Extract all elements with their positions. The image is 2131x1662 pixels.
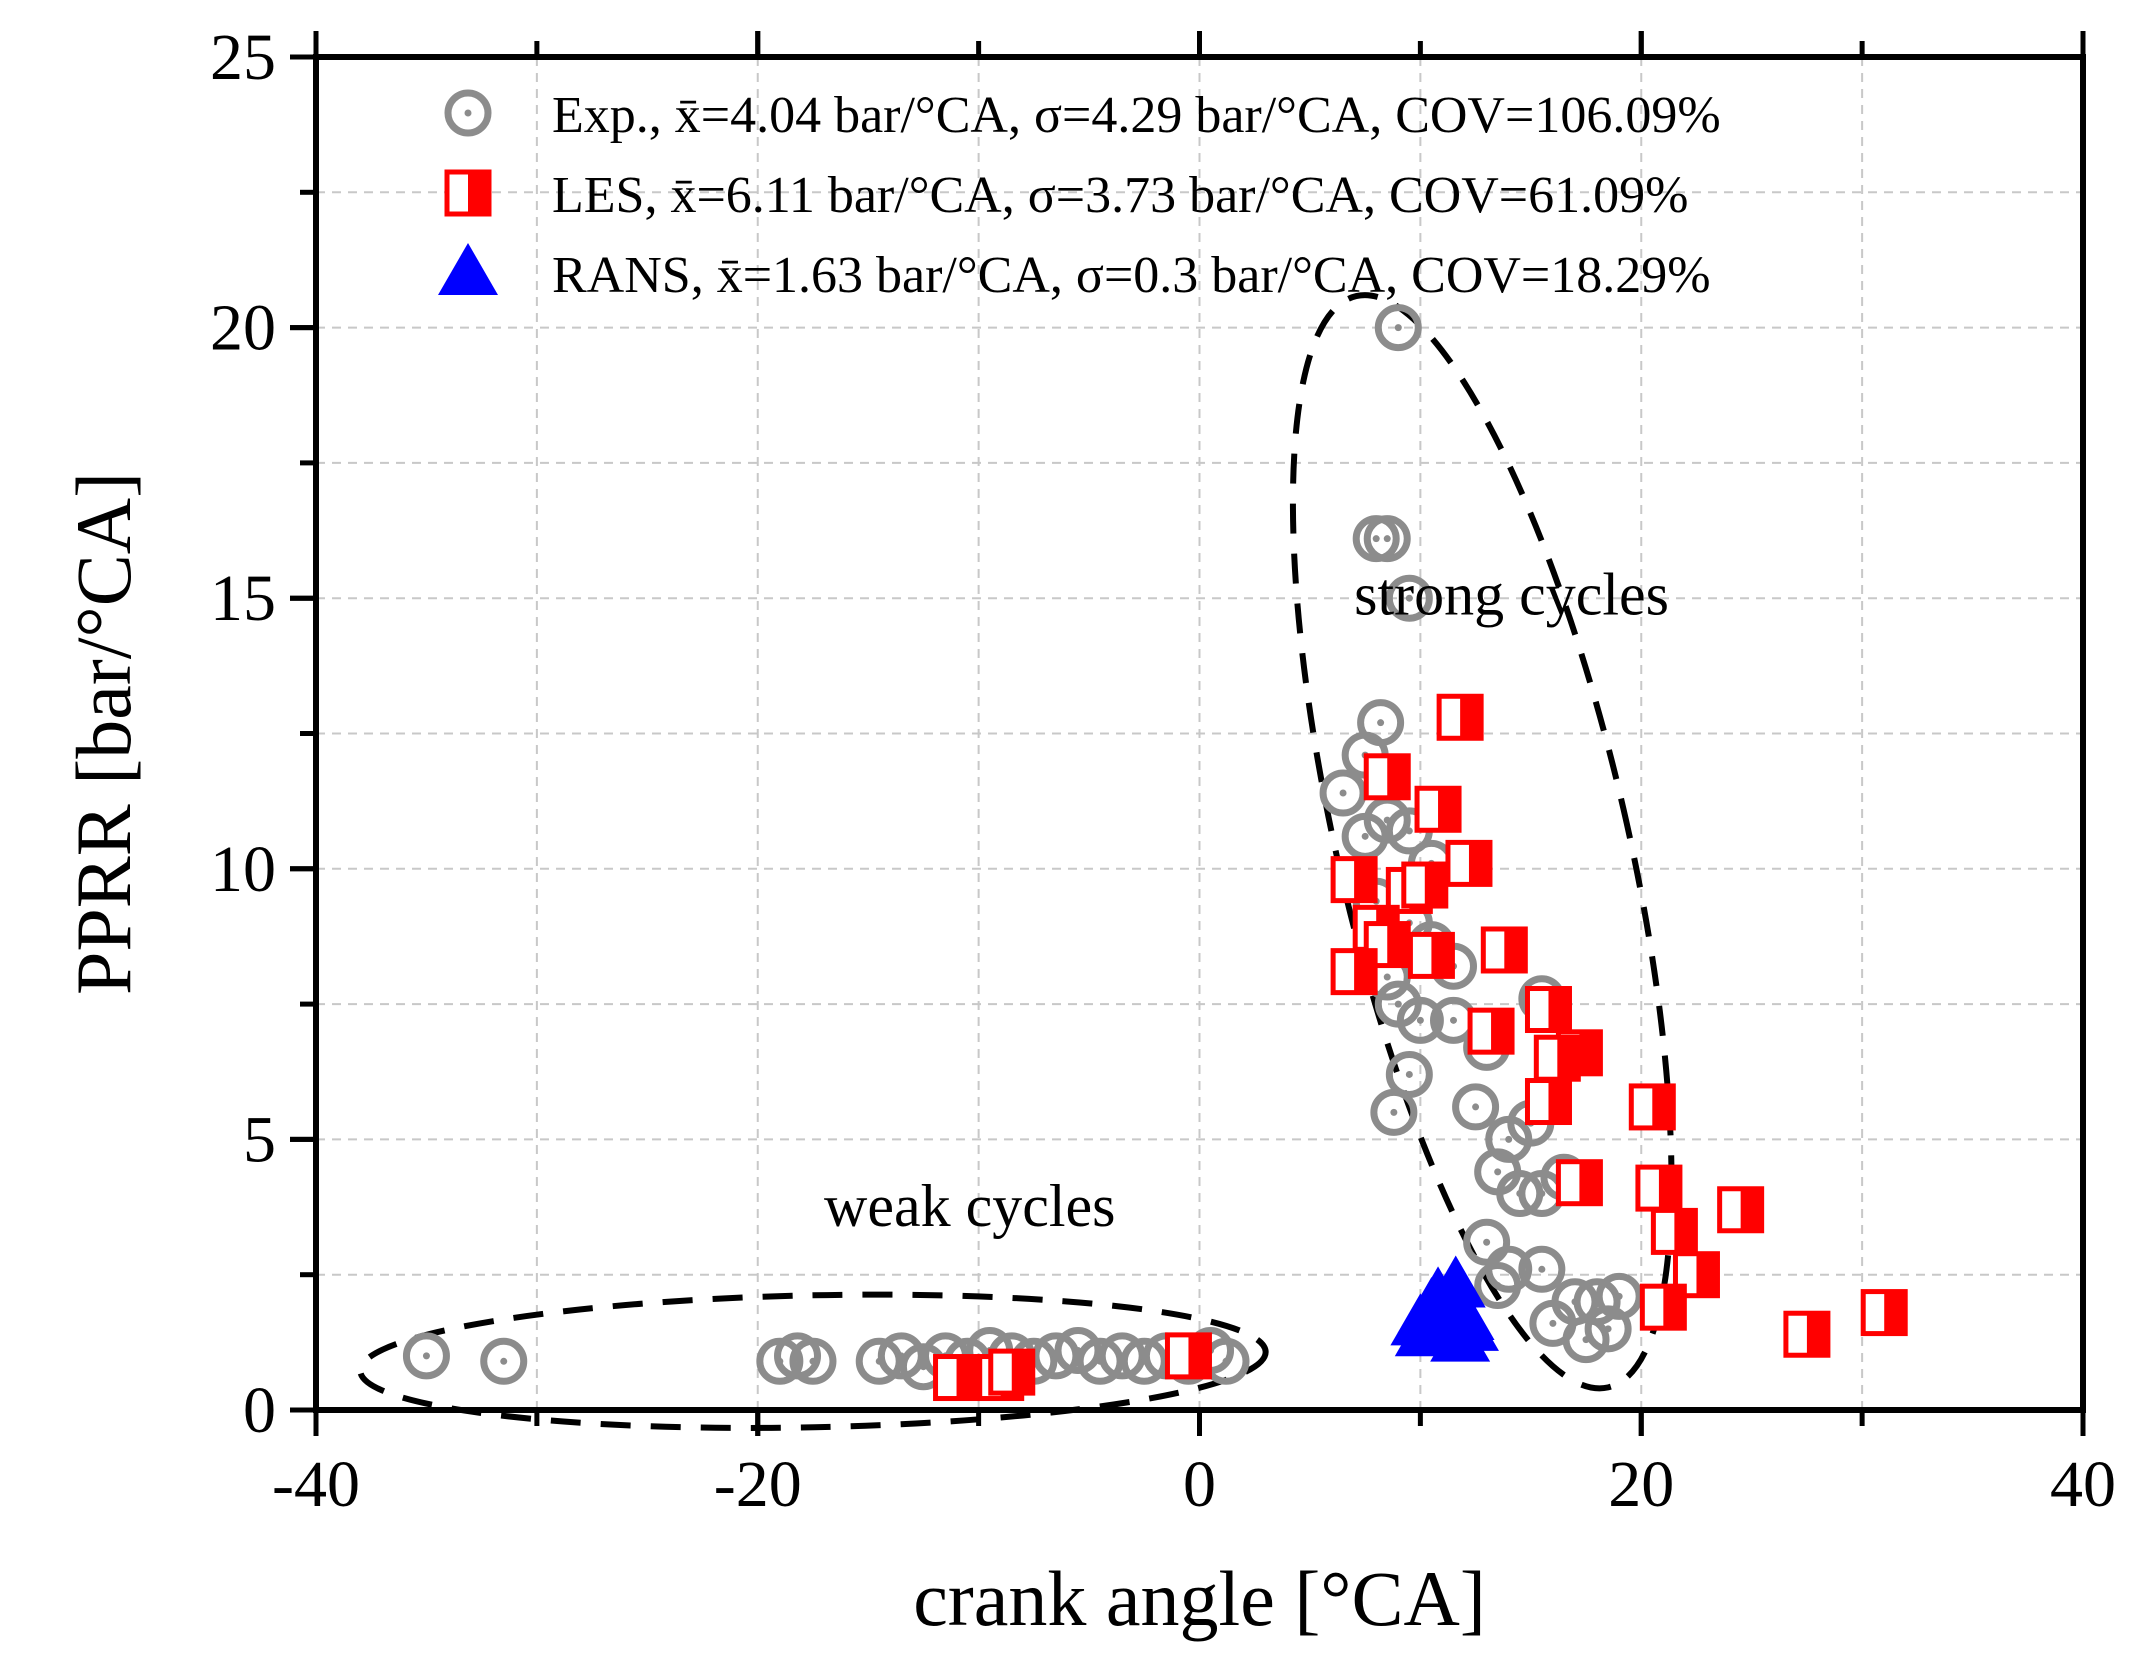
x-tick-label: -20 — [714, 1448, 802, 1521]
x-axis-title: crank angle [°CA] — [913, 1555, 1486, 1642]
point-rans — [1425, 1255, 1486, 1308]
point-les — [1164, 1332, 1212, 1380]
y-tick-label: 15 — [210, 562, 276, 635]
point-les — [988, 1348, 1036, 1396]
point-exp — [1385, 574, 1433, 622]
point-les — [1330, 856, 1378, 904]
legend-marker-exp — [444, 89, 492, 137]
point-exp — [1385, 1050, 1433, 1098]
point-les — [1555, 1159, 1603, 1207]
point-exp — [1463, 1218, 1511, 1266]
point-rans — [1399, 1282, 1460, 1335]
point-les — [1628, 1083, 1676, 1131]
point-les — [1533, 1034, 1581, 1082]
point-exp — [1452, 1083, 1500, 1131]
point-les — [1635, 1164, 1683, 1212]
y-tick-label: 0 — [243, 1374, 276, 1447]
y-tick-label: 25 — [210, 21, 276, 94]
y-axis-title: PPRR [bar/°CA] — [60, 472, 147, 995]
legend-symbol-rans — [438, 243, 498, 295]
point-exp — [1518, 1245, 1566, 1293]
point-exp — [1485, 1245, 1533, 1293]
point-les — [1363, 753, 1411, 801]
point-rans — [1430, 1309, 1491, 1362]
legend-marker-les — [444, 169, 492, 217]
point-les — [1407, 931, 1455, 979]
annotation-weak-cycles: weak cycles — [824, 1173, 1116, 1239]
point-les — [1401, 861, 1449, 909]
point-les — [1480, 926, 1528, 974]
point-exp — [1370, 1088, 1418, 1136]
point-les — [1467, 1007, 1515, 1055]
legend-symbol-exp — [444, 89, 492, 137]
legend-label-les: LES, x̄=6.11 bar/°CA, σ=3.73 bar/°CA, CO… — [552, 167, 1688, 224]
point-exp — [1595, 1272, 1643, 1320]
point-les — [1524, 1078, 1572, 1126]
point-exp — [1374, 980, 1422, 1028]
point-exp — [1319, 769, 1367, 817]
legend-marker-rans — [438, 243, 498, 295]
y-tick-label: 10 — [210, 833, 276, 906]
point-les — [1445, 839, 1493, 887]
x-tick-label: -40 — [272, 1448, 360, 1521]
point-exp — [1363, 515, 1411, 563]
legend-symbol-les — [444, 169, 492, 217]
axes: -40 -20 0 20 40 0 5 10 15 20 25 — [210, 21, 2116, 1521]
grid — [316, 57, 2083, 1410]
data-points — [402, 304, 1908, 1402]
point-exp — [789, 1337, 837, 1385]
point-les — [1650, 1207, 1698, 1255]
legend-label-rans: RANS, x̄=1.63 bar/°CA, σ=0.3 bar/°CA, CO… — [552, 247, 1711, 304]
point-les — [933, 1354, 981, 1402]
point-exp — [1202, 1337, 1250, 1385]
weak-cycles-ellipse — [357, 1291, 1269, 1431]
legend: Exp., x̄=4.04 bar/°CA, σ=4.29 bar/°CA, C… — [438, 87, 1721, 304]
point-les — [1330, 948, 1378, 996]
point-exp — [402, 1332, 450, 1380]
annotation-strong-cycles: strong cycles — [1354, 561, 1669, 627]
point-les — [1414, 785, 1462, 833]
point-les — [1860, 1289, 1908, 1337]
point-exp — [480, 1337, 528, 1385]
y-tick-label: 20 — [210, 292, 276, 365]
point-les — [1783, 1310, 1831, 1358]
x-tick-label: 0 — [1183, 1448, 1216, 1521]
point-exp — [1374, 304, 1422, 352]
x-tick-label: 40 — [2050, 1448, 2116, 1521]
region-outlines — [357, 292, 1675, 1431]
point-les — [1524, 986, 1572, 1034]
point-les — [1717, 1186, 1765, 1234]
y-tick-label: 5 — [243, 1103, 276, 1176]
legend-label-exp: Exp., x̄=4.04 bar/°CA, σ=4.29 bar/°CA, C… — [552, 87, 1721, 144]
point-les — [1639, 1283, 1687, 1331]
x-tick-label: 20 — [1608, 1448, 1674, 1521]
point-les — [1436, 693, 1484, 741]
